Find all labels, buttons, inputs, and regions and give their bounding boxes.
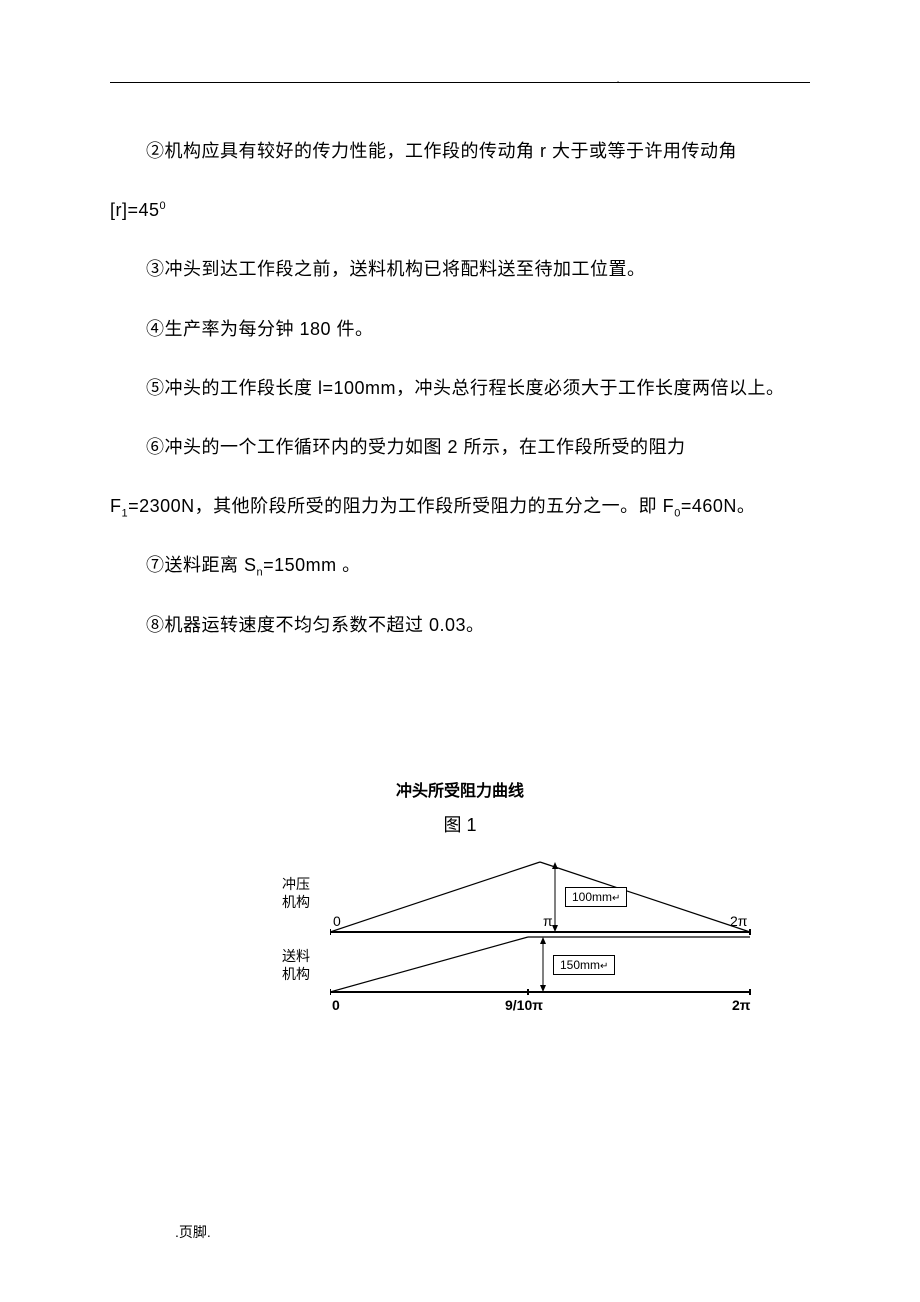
tick-2pi-top: 2π — [730, 913, 747, 929]
axis-top-l2: 机构 — [282, 893, 310, 911]
tick-0-top: 0 — [333, 913, 341, 929]
p6b: =2300N，其他阶段所受的阻力为工作段所受阻力的五分之一。即 F — [128, 496, 674, 516]
p7a: ⑦送料距离 S — [146, 555, 257, 575]
dim-100-text: 100mm — [572, 890, 612, 904]
p2-pre: [r]=45 — [110, 200, 160, 220]
tick-910pi: 9/10π — [505, 997, 543, 1013]
p6a: F — [110, 496, 122, 516]
dim-150-arrow-up — [540, 937, 546, 944]
content: ②机构应具有较好的传力性能，工作段的传动角 r 大于或等于许用传动角 [r]=4… — [110, 80, 810, 1037]
header-dot: . — [616, 70, 620, 86]
dim-100-box: 100mm↵ — [565, 887, 627, 907]
para-8: ⑧机器运转速度不均匀系数不超过 0.03。 — [110, 604, 810, 647]
para-2-line1: ②机构应具有较好的传力性能，工作段的传动角 r 大于或等于许用传动角 — [110, 130, 810, 173]
para-3: ③冲头到达工作段之前，送料机构已将配料送至待加工位置。 — [110, 248, 810, 291]
axis-bot-l2: 机构 — [282, 965, 310, 983]
dim-150-box: 150mm↵ — [553, 955, 615, 975]
tick-0-bot: 0 — [332, 997, 340, 1013]
p2-sup: 0 — [160, 200, 167, 212]
para-6-line1: ⑥冲头的一个工作循环内的受力如图 2 所示，在工作段所受的阻力 — [110, 426, 810, 469]
figure-label: 图 1 — [110, 811, 810, 837]
tick-2pi-bot: 2π — [732, 997, 751, 1013]
axis-top-l1: 冲压 — [282, 875, 310, 893]
para-5: ⑤冲头的工作段长度 l=100mm，冲头总行程长度必须大于工作长度两倍以上。 — [110, 367, 810, 410]
diagram: 冲压 机构 送料 机构 — [290, 857, 820, 1037]
p6b-sub: 0 — [674, 508, 681, 520]
axis-bot-l1: 送料 — [282, 947, 310, 965]
row2-rise — [330, 937, 528, 992]
dim-150-arrow-down — [540, 985, 546, 992]
dim-150-text: 150mm — [560, 958, 600, 972]
axis-label-feed: 送料 机构 — [282, 947, 310, 983]
p7b: =150mm 。 — [263, 555, 361, 575]
tick-pi-top: π — [543, 913, 553, 929]
diagram-title: 冲头所受阻力曲线 — [110, 777, 810, 801]
row1-rise — [330, 862, 540, 932]
para-2-line2: [r]=450 — [110, 189, 810, 232]
dim-100-arrow-up — [552, 862, 558, 869]
axis-label-punch: 冲压 机构 — [282, 875, 310, 911]
top-rule — [110, 82, 810, 83]
para-6-line2: F1=2300N，其他阶段所受的阻力为工作段所受阻力的五分之一。即 F0=460… — [110, 485, 810, 528]
para-7: ⑦送料距离 Sn=150mm 。 — [110, 544, 810, 587]
diagram-svg — [330, 857, 790, 1017]
footer: .页脚. — [175, 1222, 211, 1242]
p6c: =460N。 — [681, 496, 756, 516]
para-4: ④生产率为每分钟 180 件。 — [110, 308, 810, 351]
